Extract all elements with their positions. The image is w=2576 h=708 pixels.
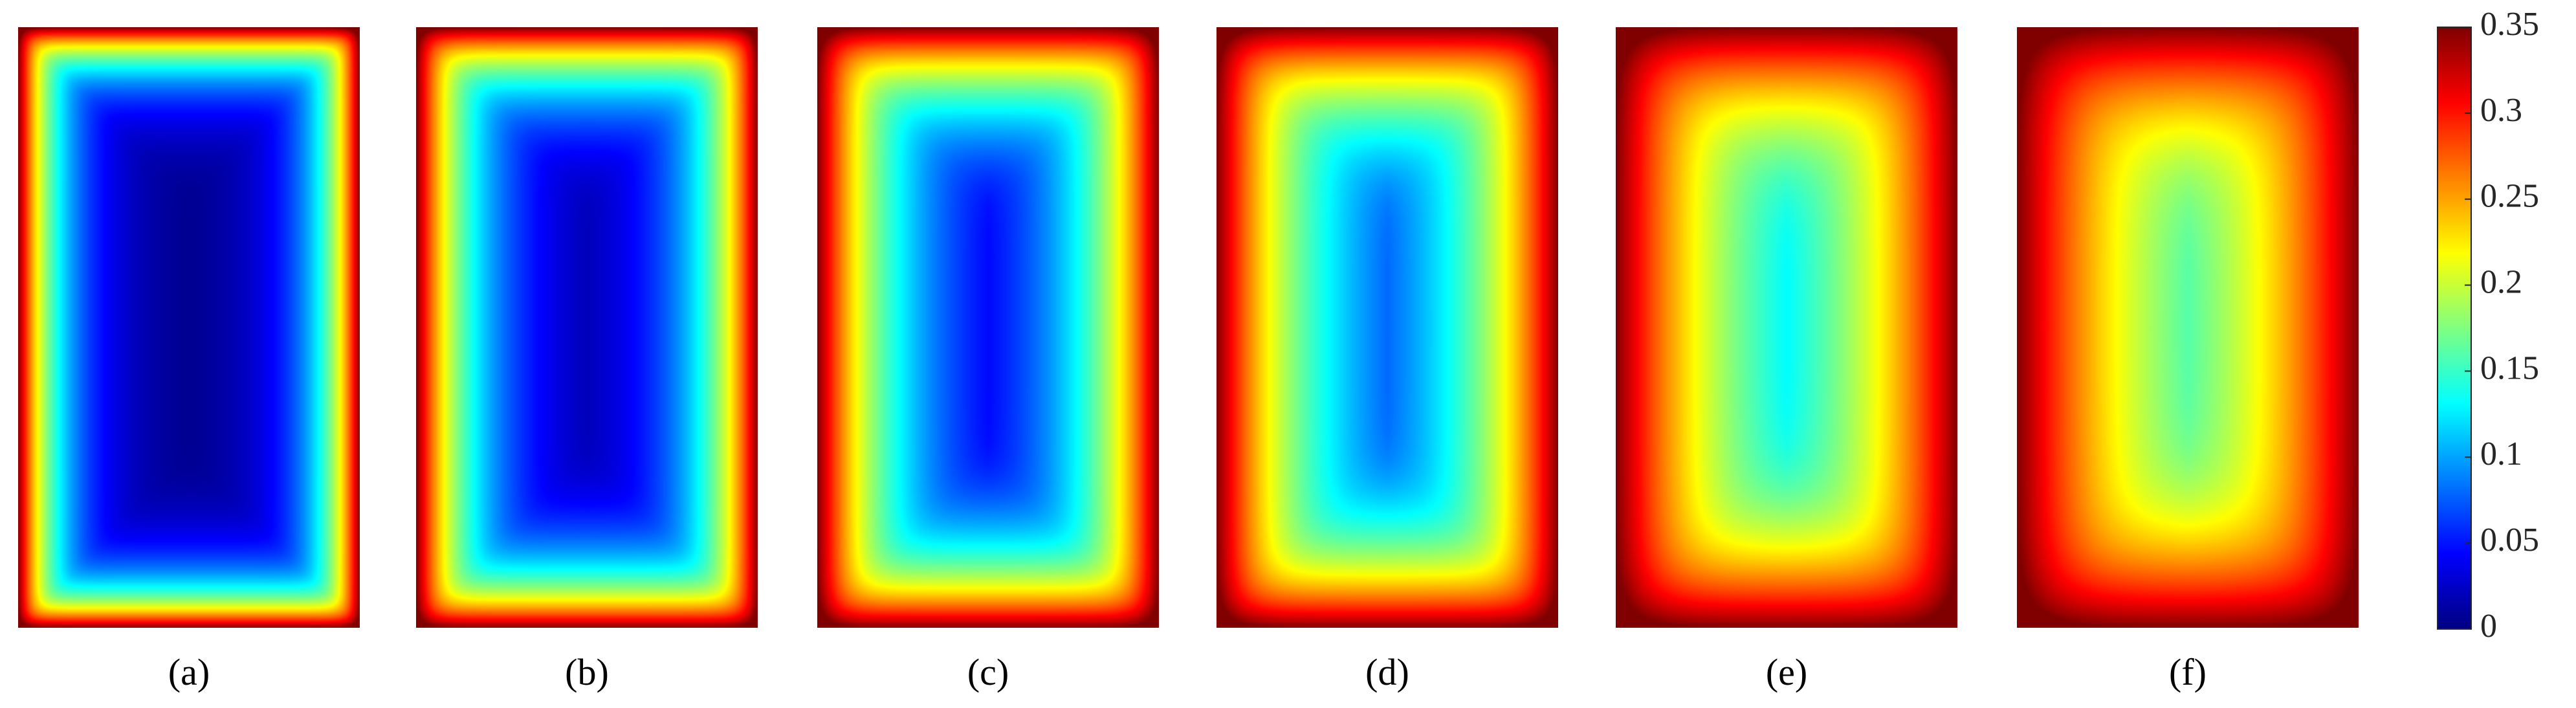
heatmap-panel-e (1616, 27, 1957, 628)
colorbar-tick-label: 0.25 (2480, 178, 2539, 215)
colorbar-gradient (2437, 27, 2472, 630)
colorbar: 0 0.05 0.1 0.15 0.2 0.25 0.3 0.35 (2437, 6, 2539, 645)
colorbar-tick-label: 0.35 (2480, 6, 2539, 43)
panel-label-f: (f) (2169, 651, 2207, 693)
heatmap-panel-a (18, 27, 360, 628)
colorbar-tick-label: 0.15 (2480, 349, 2539, 386)
heatmap-panels: (a) (b) (c) (d) (e) (f) (18, 27, 2359, 693)
colorbar-tick-label: 0.3 (2480, 92, 2522, 129)
panel-label-e: (e) (1766, 651, 1807, 693)
colorbar-tick-label: 0.1 (2480, 436, 2522, 472)
colorbar-tick-label: 0.2 (2480, 264, 2522, 301)
panel-label-d: (d) (1365, 651, 1409, 693)
colorbar-tick-label: 0 (2480, 608, 2497, 645)
heatmap-panel-d (1216, 27, 1558, 628)
heatmap-panel-b (416, 27, 758, 628)
panel-label-c: (c) (967, 651, 1009, 693)
panel-label-a: (a) (168, 651, 210, 693)
heatmap-panel-c (817, 27, 1159, 628)
panel-label-b: (b) (565, 651, 609, 693)
colorbar-tick-label: 0.05 (2480, 522, 2539, 559)
heatmap-panel-f (2017, 27, 2359, 628)
